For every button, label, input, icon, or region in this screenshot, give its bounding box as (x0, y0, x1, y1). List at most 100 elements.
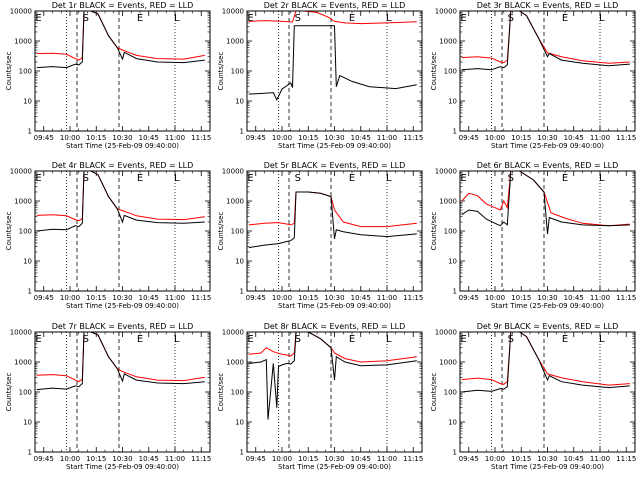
x-tick-label: 10:45 (351, 134, 371, 142)
x-tick-label: 10:45 (351, 294, 371, 302)
marker-letter: E (35, 334, 41, 345)
x-tick-label: 10:30 (537, 294, 557, 302)
y-tick-label: 1000 (439, 38, 457, 46)
y-axis-title: Counts/sec (217, 212, 225, 251)
y-axis-title: Counts/sec (5, 373, 13, 412)
x-tick-label: 10:45 (564, 294, 584, 302)
x-tick-label: 10:00 (60, 134, 80, 142)
x-tick-label: 10:00 (60, 455, 80, 463)
y-tick-label: 10 (235, 419, 244, 427)
marker-letter: S (83, 334, 89, 345)
y-tick-label: 1 (240, 288, 244, 296)
x-tick-label: 11:15 (616, 134, 636, 142)
panel-title: Det 2r BLACK = Events, RED = LLD (264, 1, 406, 10)
panel-title: Det 1r BLACK = Events, RED = LLD (52, 1, 194, 10)
lld-series-line (461, 171, 630, 227)
x-tick-label: 09:45 (246, 134, 266, 142)
y-tick-label: 100 (444, 68, 457, 76)
y-tick-label: 1000 (14, 38, 32, 46)
y-tick-label: 10 (448, 258, 457, 266)
x-tick-label: 10:00 (485, 455, 505, 463)
y-tick-label: 10 (448, 98, 457, 106)
y-tick-label: 1 (240, 449, 244, 457)
y-axis-title: Counts/sec (217, 52, 225, 91)
panel-title: Det 9r BLACK = Events, RED = LLD (477, 322, 619, 331)
events-series-line (36, 171, 205, 232)
y-tick-label: 10000 (222, 329, 244, 337)
panel-title: Det 5r BLACK = Events, RED = LLD (264, 161, 406, 170)
marker-letter: E (562, 173, 568, 184)
marker-letter: E (349, 13, 355, 24)
x-tick-label: 11:00 (590, 455, 610, 463)
marker-letter: E (247, 173, 253, 184)
y-tick-label: 10 (23, 258, 32, 266)
x-tick-label: 10:45 (564, 455, 584, 463)
y-tick-label: 10000 (435, 168, 457, 176)
marker-letter: E (247, 13, 253, 24)
y-tick-label: 10000 (10, 8, 32, 16)
y-tick-label: 10 (235, 258, 244, 266)
marker-letter: E (137, 334, 143, 345)
x-axis-title: Start Time (25-Feb-09 09:40:00) (278, 463, 391, 471)
detector-panel: Det 1r BLACK = Events, RED = LLD 1 10 100 10… (5, 1, 211, 150)
events-series-line (248, 25, 417, 101)
x-tick-label: 11:00 (590, 294, 610, 302)
marker-letter: S (83, 13, 89, 24)
x-tick-label: 09:45 (459, 455, 479, 463)
x-tick-label: 10:00 (485, 134, 505, 142)
y-tick-label: 1 (28, 288, 32, 296)
x-tick-label: 11:00 (377, 294, 397, 302)
marker-letter: L (174, 13, 180, 24)
marker-letter: S (295, 13, 301, 24)
events-series-line (461, 171, 630, 234)
marker-letter: E (562, 13, 568, 24)
y-tick-label: 1000 (439, 198, 457, 206)
marker-letter: S (508, 334, 514, 345)
marker-letter: E (35, 13, 41, 24)
x-tick-label: 09:45 (34, 455, 54, 463)
x-tick-label: 10:45 (139, 294, 159, 302)
x-axis-title: Start Time (25-Feb-09 09:40:00) (491, 142, 604, 150)
x-tick-label: 10:30 (112, 134, 132, 142)
plot-frame (34, 331, 211, 453)
x-axis-title: Start Time (25-Feb-09 09:40:00) (66, 463, 179, 471)
marker-letter: L (386, 334, 392, 345)
x-tick-label: 11:00 (165, 455, 185, 463)
x-tick-label: 10:30 (112, 294, 132, 302)
panel-title: Det 7r BLACK = Events, RED = LLD (52, 322, 194, 331)
marker-letter: E (562, 334, 568, 345)
x-tick-label: 10:00 (272, 294, 292, 302)
panel-title: Det 4r BLACK = Events, RED = LLD (52, 161, 194, 170)
marker-letter: L (599, 334, 605, 345)
y-tick-label: 100 (19, 228, 32, 236)
x-tick-label: 10:45 (139, 455, 159, 463)
y-tick-label: 100 (444, 389, 457, 397)
y-tick-label: 1000 (226, 359, 244, 367)
marker-letter: L (386, 173, 392, 184)
x-tick-label: 11:15 (403, 455, 423, 463)
marker-letter: S (508, 173, 514, 184)
marker-letter: L (599, 13, 605, 24)
y-tick-label: 10000 (10, 168, 32, 176)
detector-panel: Det 2r BLACK = Events, RED = LLD 1 10 100 10… (217, 1, 423, 150)
y-axis-title: Counts/sec (430, 373, 438, 412)
x-tick-label: 10:30 (324, 455, 344, 463)
plot-frame (34, 10, 211, 132)
x-tick-label: 10:30 (112, 455, 132, 463)
marker-letter: E (247, 334, 253, 345)
lld-series-line (248, 11, 417, 25)
x-axis-title: Start Time (25-Feb-09 09:40:00) (66, 302, 179, 310)
x-tick-label: 10:30 (324, 134, 344, 142)
x-tick-label: 09:45 (459, 134, 479, 142)
marker-letter: E (460, 13, 466, 24)
lld-series-line (461, 11, 630, 64)
y-tick-label: 10 (23, 98, 32, 106)
y-tick-label: 10000 (435, 329, 457, 337)
y-tick-label: 1 (28, 128, 32, 136)
x-tick-label: 11:15 (191, 294, 211, 302)
detector-panel: Det 4r BLACK = Events, RED = LLD 1 10 100 10… (5, 161, 211, 310)
x-tick-label: 10:45 (351, 455, 371, 463)
x-axis-title: Start Time (25-Feb-09 09:40:00) (278, 142, 391, 150)
x-axis-title: Start Time (25-Feb-09 09:40:00) (491, 302, 604, 310)
